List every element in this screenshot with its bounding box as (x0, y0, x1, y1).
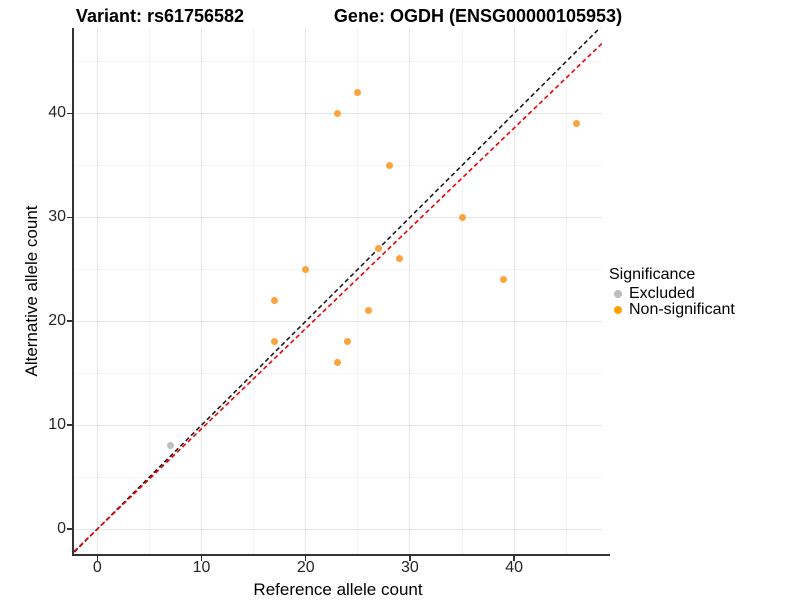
y-tick-label: 30 (48, 208, 66, 226)
data-point-non-significant (500, 276, 508, 284)
y-tick-mark (67, 216, 72, 219)
plot-panel (74, 28, 602, 555)
legend-title: Significance (609, 266, 696, 283)
data-point-non-significant (375, 244, 383, 252)
data-point-non-significant (270, 296, 278, 304)
y-axis-line (72, 28, 74, 556)
gridline-minor-vertical (565, 28, 567, 555)
legend-item-excluded: Excluded (609, 286, 735, 302)
data-point-non-significant (385, 161, 393, 169)
x-tick-mark (513, 556, 515, 561)
x-tick-label: 0 (92, 559, 102, 576)
x-tick-label: 20 (296, 559, 315, 576)
non-significant-dot-icon (614, 306, 622, 314)
data-point-non-significant (270, 338, 278, 346)
gridline-major-vertical (201, 28, 203, 555)
variant-title: Variant: rs61756582 (75, 6, 245, 26)
legend-item-label: Excluded (629, 285, 695, 302)
data-point-excluded (166, 442, 174, 450)
gridline-minor-horizontal (74, 476, 602, 478)
x-axis-title: Reference allele count (253, 580, 423, 599)
y-axis-title: Alternative allele count (22, 205, 41, 377)
y-tick-label: 10 (48, 416, 66, 434)
x-tick-mark (96, 556, 99, 561)
x-tick-mark (200, 556, 203, 561)
data-point-non-significant (364, 307, 372, 315)
gridline-major-horizontal (74, 216, 602, 218)
excluded-dot-icon (614, 290, 622, 298)
y-tick-mark (67, 424, 72, 426)
legend-item-non-significant: Non-significant (609, 302, 735, 318)
data-point-non-significant (343, 338, 351, 346)
gridline-major-vertical (305, 28, 307, 555)
x-tick-mark (409, 556, 411, 561)
data-point-non-significant (573, 120, 581, 128)
x-axis-line (72, 554, 610, 556)
y-tick-mark (67, 320, 72, 322)
gridline-major-horizontal (74, 528, 602, 530)
gridline-minor-vertical (253, 28, 255, 555)
y-tick-mark (67, 528, 72, 530)
gridline-minor-vertical (461, 28, 463, 555)
x-tick-label: 30 (401, 559, 419, 576)
reference-lines-layer (74, 28, 602, 554)
gridline-minor-horizontal (74, 164, 602, 166)
y-tick-label: 40 (48, 104, 66, 122)
legend: Significance Excluded Non-significant (609, 266, 735, 318)
gridline-major-vertical (513, 28, 515, 555)
gridline-major-vertical (409, 28, 411, 555)
x-tick-label: 40 (505, 559, 524, 576)
y-tick-label: 0 (57, 520, 66, 538)
gridline-minor-vertical (148, 28, 150, 555)
gridline-major-vertical (96, 28, 98, 555)
x-tick-label: 10 (192, 559, 211, 576)
gridline-minor-horizontal (74, 372, 602, 374)
gene-title: Gene: OGDH (ENSG00000105953) (333, 6, 623, 26)
gridline-major-horizontal (74, 320, 602, 322)
gridline-minor-horizontal (74, 268, 602, 270)
data-point-non-significant (458, 213, 466, 221)
identity-line (74, 28, 601, 554)
data-point-non-significant (354, 89, 362, 97)
y-tick-mark (67, 112, 72, 115)
data-point-non-significant (302, 265, 310, 273)
y-tick-label: 20 (48, 312, 66, 330)
data-point-non-significant (333, 359, 341, 367)
x-tick-mark (304, 556, 307, 561)
gridline-minor-horizontal (74, 60, 602, 62)
data-point-non-significant (396, 255, 404, 263)
gridline-minor-vertical (357, 28, 359, 555)
gridline-major-horizontal (74, 424, 602, 426)
legend-item-label: Non-significant (629, 301, 735, 318)
data-point-non-significant (333, 109, 341, 117)
